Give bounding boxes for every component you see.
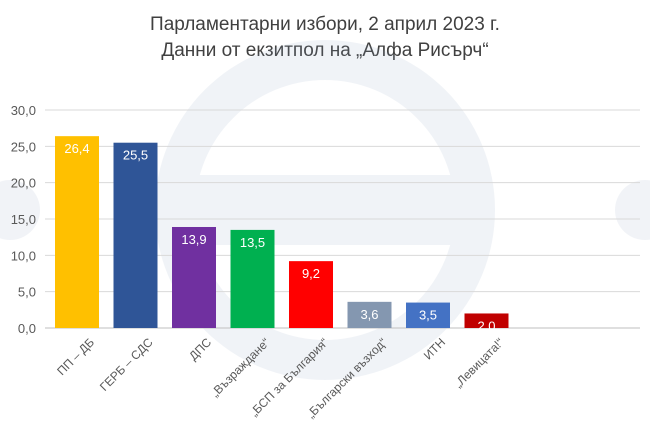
y-tick-label: 20,0 (11, 176, 36, 191)
y-tick-label: 5,0 (18, 285, 36, 300)
bar (289, 261, 333, 328)
x-tick-label: ПП – ДБ (54, 335, 97, 378)
data-label: 3,5 (419, 308, 437, 323)
y-tick-label: 25,0 (11, 139, 36, 154)
y-tick-label: 30,0 (11, 103, 36, 118)
data-label: 2,0 (477, 318, 495, 333)
data-label: 13,9 (181, 232, 206, 247)
x-tick-label: ДПС (186, 335, 214, 363)
y-tick-label: 0,0 (18, 321, 36, 336)
bar (55, 136, 99, 328)
x-tick-label: ГЕРБ – СДС (97, 335, 156, 394)
bar (406, 302, 450, 328)
bar (464, 313, 509, 328)
bar (172, 226, 216, 328)
chart-title: Парламентарни избори, 2 април 2023 г. (150, 14, 500, 35)
y-tick-label: 15,0 (11, 212, 36, 227)
data-label: 13,5 (240, 235, 265, 250)
data-label: 26,4 (64, 141, 89, 156)
bar (113, 142, 158, 328)
y-tick-label: 10,0 (11, 248, 36, 263)
x-tick-label: „Левицата!“ (451, 335, 506, 390)
data-label: 3,6 (360, 307, 378, 322)
data-label: 9,2 (302, 266, 320, 281)
bar (230, 229, 275, 328)
data-label: 25,5 (123, 148, 148, 163)
bar (347, 301, 392, 328)
chart-subtitle: Данни от екзитпол на „Алфа Рисърч“ (0, 40, 650, 62)
